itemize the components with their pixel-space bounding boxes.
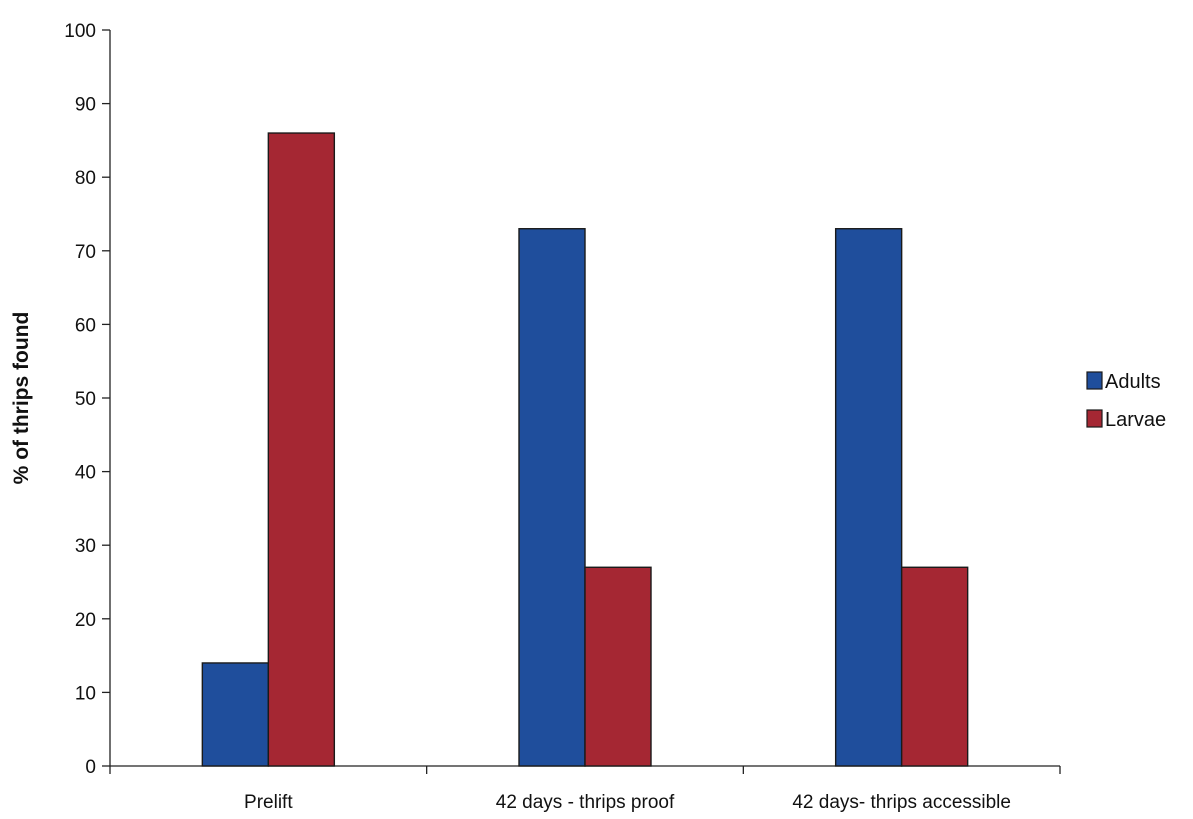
y-tick-label: 0: [85, 757, 96, 778]
legend-label-larvae: Larvae: [1105, 409, 1166, 431]
bar-larvae-2: [584, 566, 652, 767]
bar-adults-2: [518, 228, 586, 767]
y-tick-label: 50: [75, 389, 96, 410]
y-tick-label: 10: [75, 683, 96, 704]
x-category-label: 42 days - thrips proof: [496, 792, 675, 813]
bar-larvae-3: [900, 566, 969, 767]
bar-adults-1: [201, 662, 270, 767]
x-ticks: [109, 766, 1061, 774]
y-ticks: 0 10 20 30 40 50 60 70 80 90 100: [64, 21, 110, 778]
category-labels: Prelift 42 days - thrips proof 42 days- th…: [244, 792, 1011, 813]
legend-swatch-adults: [1086, 371, 1103, 390]
y-tick-label: 30: [75, 536, 96, 557]
legend-label-adults: Adults: [1105, 371, 1161, 393]
y-tick-label: 40: [75, 463, 96, 484]
y-tick-label: 60: [75, 315, 96, 336]
y-tick-label: 80: [75, 168, 96, 189]
bars: [201, 132, 969, 767]
y-tick-label: 70: [75, 242, 96, 263]
x-category-label: Prelift: [244, 792, 293, 813]
y-tick-label: 100: [64, 21, 96, 42]
y-tick-label: 20: [75, 610, 96, 631]
legend-swatch-larvae: [1086, 409, 1103, 428]
x-category-label: 42 days- thrips accessible: [792, 792, 1011, 813]
y-tick-label: 90: [75, 95, 96, 116]
y-axis-label: % of thrips found: [10, 312, 33, 485]
bar-adults-3: [834, 228, 903, 767]
bar-larvae-1: [267, 132, 336, 767]
legend: Adults Larvae: [1086, 371, 1166, 431]
